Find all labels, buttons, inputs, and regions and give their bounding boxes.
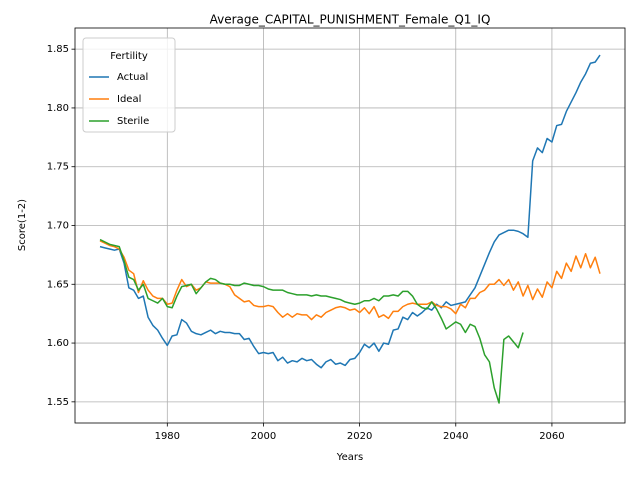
- legend-box: [82, 37, 176, 133]
- x-axis-label: Years: [336, 452, 363, 463]
- line-series: [99, 238, 524, 404]
- x-tick-label: 2020: [347, 431, 372, 442]
- x-tick-label: 2040: [443, 431, 468, 442]
- plot-frame: [74, 27, 626, 424]
- line-series: [99, 240, 601, 321]
- y-tick-label: 1.60: [47, 338, 69, 349]
- y-tick-label: 1.75: [47, 162, 69, 173]
- x-tick-label: 1980: [155, 431, 180, 442]
- y-tick-label: 1.65: [47, 279, 69, 290]
- chart-title: Average_CAPITAL_PUNISHMENT_Female_Q1_IQ: [210, 13, 491, 27]
- y-tick-label: 1.55: [47, 397, 69, 408]
- y-tick-label: 1.70: [47, 221, 69, 232]
- legend-label: Sterile: [117, 116, 149, 127]
- legend-title: Fertility: [110, 51, 148, 62]
- x-tick-label: 2000: [251, 431, 276, 442]
- x-tick-label: 2060: [539, 431, 564, 442]
- y-axis-label: Score(1-2): [17, 199, 28, 251]
- y-tick-label: 1.80: [47, 103, 69, 114]
- line-series: [99, 54, 601, 369]
- legend-label: Actual: [117, 72, 148, 83]
- legend-label: Ideal: [117, 94, 141, 105]
- y-tick-label: 1.85: [47, 44, 69, 55]
